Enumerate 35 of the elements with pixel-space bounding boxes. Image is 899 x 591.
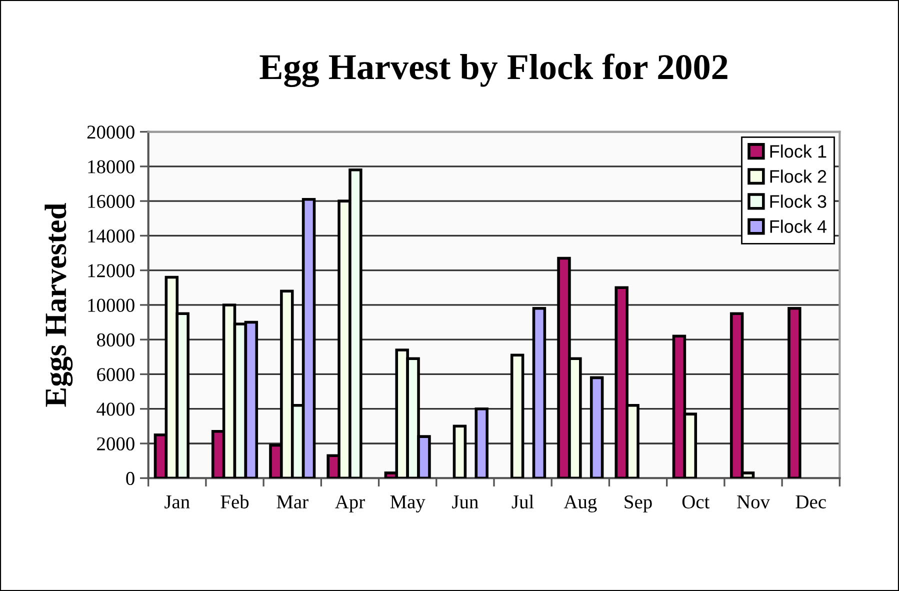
- bar: [452, 424, 467, 478]
- x-tick-label: Sep: [624, 495, 652, 512]
- y-tick-label: 20000: [87, 126, 134, 139]
- legend-label: Flock 2: [770, 170, 826, 183]
- y-tick-label: 2000: [97, 437, 134, 450]
- legend-label: Flock 1: [770, 144, 826, 158]
- legend-label: Flock 3: [770, 194, 826, 208]
- bar: [532, 307, 546, 478]
- x-tick-label: May: [390, 495, 426, 512]
- x-tick-label: Jul: [512, 494, 534, 508]
- x-tick-label: Apr: [335, 495, 365, 512]
- y-tick-label: 4000: [96, 402, 134, 416]
- x-tick-label: Feb: [220, 494, 249, 508]
- y-tick-label: 6000: [97, 368, 134, 382]
- y-tick-label: 12000: [88, 264, 134, 278]
- y-tick-label: 18000: [88, 160, 134, 174]
- y-tick-label: 16000: [88, 194, 134, 208]
- chart-title: Egg Harvest by Flock for 2002: [260, 54, 728, 87]
- x-tick-label: Dec: [796, 496, 826, 508]
- bar: [590, 376, 604, 478]
- bar: [474, 407, 488, 478]
- x-tick-label: Jun: [452, 496, 478, 508]
- y-tick-label: 14000: [88, 230, 134, 243]
- y-axis-title: Eggs Harvested: [44, 203, 73, 407]
- x-tick-label: Jan: [164, 496, 190, 508]
- x-tick-label: Oct: [682, 495, 710, 508]
- y-tick-label: 10000: [88, 298, 134, 312]
- bar: [510, 354, 524, 478]
- x-tick-label: Aug: [564, 495, 597, 512]
- y-tick-label: 8000: [96, 333, 134, 347]
- legend-label: Flock 4: [770, 220, 826, 233]
- bar: [788, 307, 802, 478]
- y-tick-label: 0: [126, 472, 134, 486]
- x-tick-label: Mar: [276, 496, 308, 508]
- x-tick-label: Nov: [737, 496, 770, 508]
